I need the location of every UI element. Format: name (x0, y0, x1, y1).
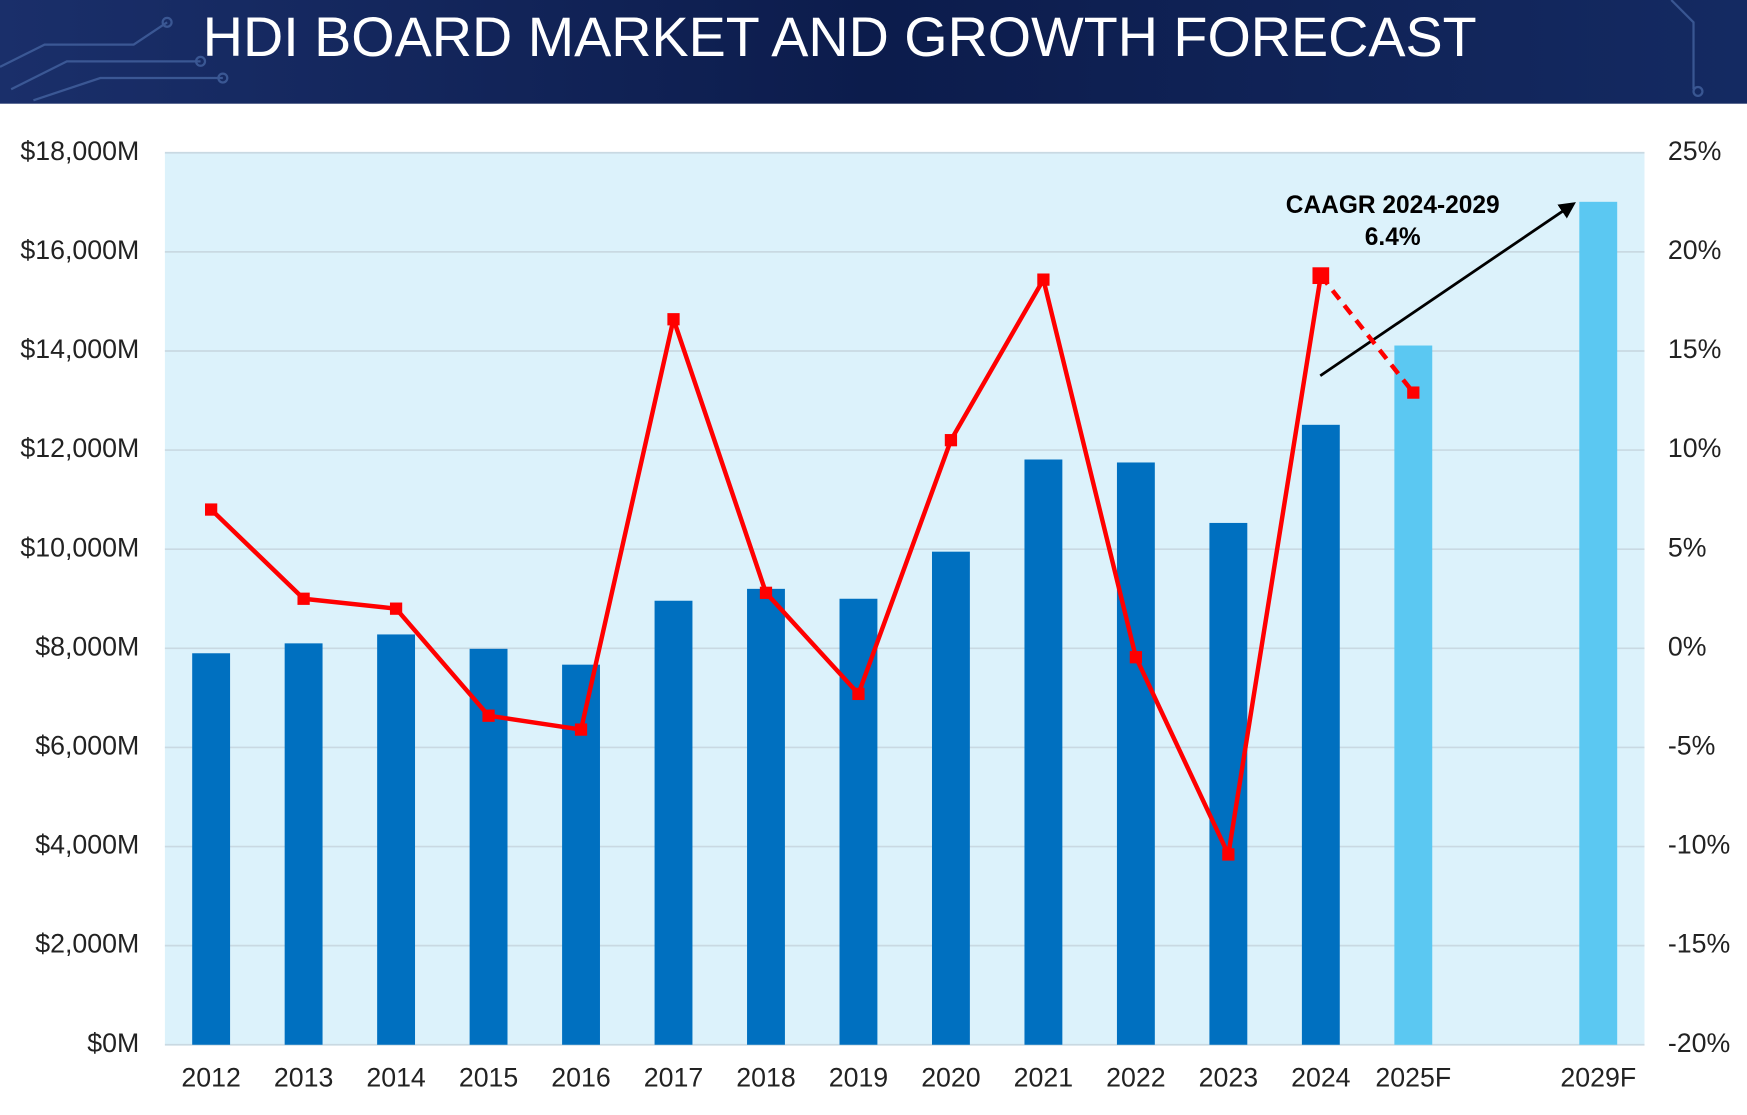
y2-tick-label: 10% (1668, 433, 1721, 463)
line-marker (574, 723, 588, 736)
line-marker (482, 709, 495, 722)
line-marker (389, 602, 403, 615)
annotation: CAAGR 2024-2029 (1286, 192, 1500, 219)
y2-tick-label: -5% (1668, 730, 1716, 760)
y-tick-label: $2,000M (35, 929, 139, 959)
line-marker (1407, 386, 1420, 399)
y-tick-label: $16,000M (20, 235, 139, 265)
title-banner (0, 0, 1747, 104)
bar (1116, 462, 1155, 1045)
line-marker (667, 313, 680, 326)
x-tick-label: 2021 (1014, 1062, 1073, 1092)
y2-tick-label: 20% (1668, 235, 1721, 265)
y-tick-label: $14,000M (20, 334, 139, 364)
x-tick-label: 2019 (829, 1062, 888, 1092)
x-tick-label: 2029F (1560, 1062, 1636, 1092)
y2-tick-label: 5% (1668, 532, 1707, 562)
line-marker (944, 434, 958, 447)
y2-tick-label: -10% (1668, 830, 1730, 860)
line-marker (759, 586, 773, 599)
bar (469, 648, 508, 1045)
x-tick-label: 2023 (1199, 1062, 1258, 1092)
x-tick-label: 2025F (1375, 1062, 1451, 1092)
y-tick-label: $0M (87, 1028, 139, 1058)
bar (931, 551, 970, 1045)
y-tick-label: $8,000M (35, 631, 139, 661)
line-marker (297, 592, 310, 605)
y-tick-label: $18,000M (20, 136, 139, 166)
line-marker (1129, 651, 1143, 664)
x-tick-label: 2013 (274, 1062, 333, 1092)
bar (1024, 459, 1063, 1045)
bar (747, 588, 785, 1045)
line-marker (1312, 267, 1330, 285)
bar (284, 643, 323, 1045)
bar (839, 598, 878, 1045)
bar (192, 653, 231, 1045)
bar (377, 634, 416, 1045)
x-tick-label: 2016 (551, 1062, 610, 1092)
x-tick-label: 2020 (921, 1062, 980, 1092)
y-tick-label: $4,000M (35, 830, 139, 860)
annotation: 6.4% (1365, 224, 1421, 251)
y2-tick-label: -20% (1668, 1028, 1730, 1058)
bar (1301, 424, 1340, 1045)
y2-tick-label: 25% (1668, 136, 1721, 166)
chart-title: HDI BOARD MARKET AND GROWTH FORECAST (203, 6, 1477, 68)
bar (654, 600, 693, 1045)
circuit-decoration (0, 0, 1704, 102)
x-tick-label: 2012 (181, 1062, 240, 1092)
line-marker (1222, 848, 1235, 861)
y-tick-label: $12,000M (20, 433, 139, 463)
y2-tick-label: 0% (1668, 631, 1707, 661)
x-tick-label: 2018 (736, 1062, 795, 1092)
y2-tick-label: -15% (1668, 929, 1730, 959)
line-marker (1037, 273, 1050, 286)
x-tick-label: 2014 (366, 1062, 426, 1092)
y-tick-label: $6,000M (35, 730, 139, 760)
x-tick-label: 2017 (644, 1062, 703, 1092)
x-tick-label: 2024 (1291, 1062, 1351, 1092)
line-marker (852, 687, 865, 701)
x-tick-label: 2015 (459, 1062, 518, 1092)
line-dashed (1319, 274, 1416, 394)
bar (1394, 345, 1433, 1045)
annotation-arrow (1319, 202, 1576, 377)
y2-tick-label: 15% (1668, 334, 1721, 364)
bar (1579, 201, 1618, 1045)
line-marker (205, 503, 218, 516)
x-tick-label: 2022 (1106, 1062, 1165, 1092)
y-tick-label: $10,000M (20, 532, 139, 562)
